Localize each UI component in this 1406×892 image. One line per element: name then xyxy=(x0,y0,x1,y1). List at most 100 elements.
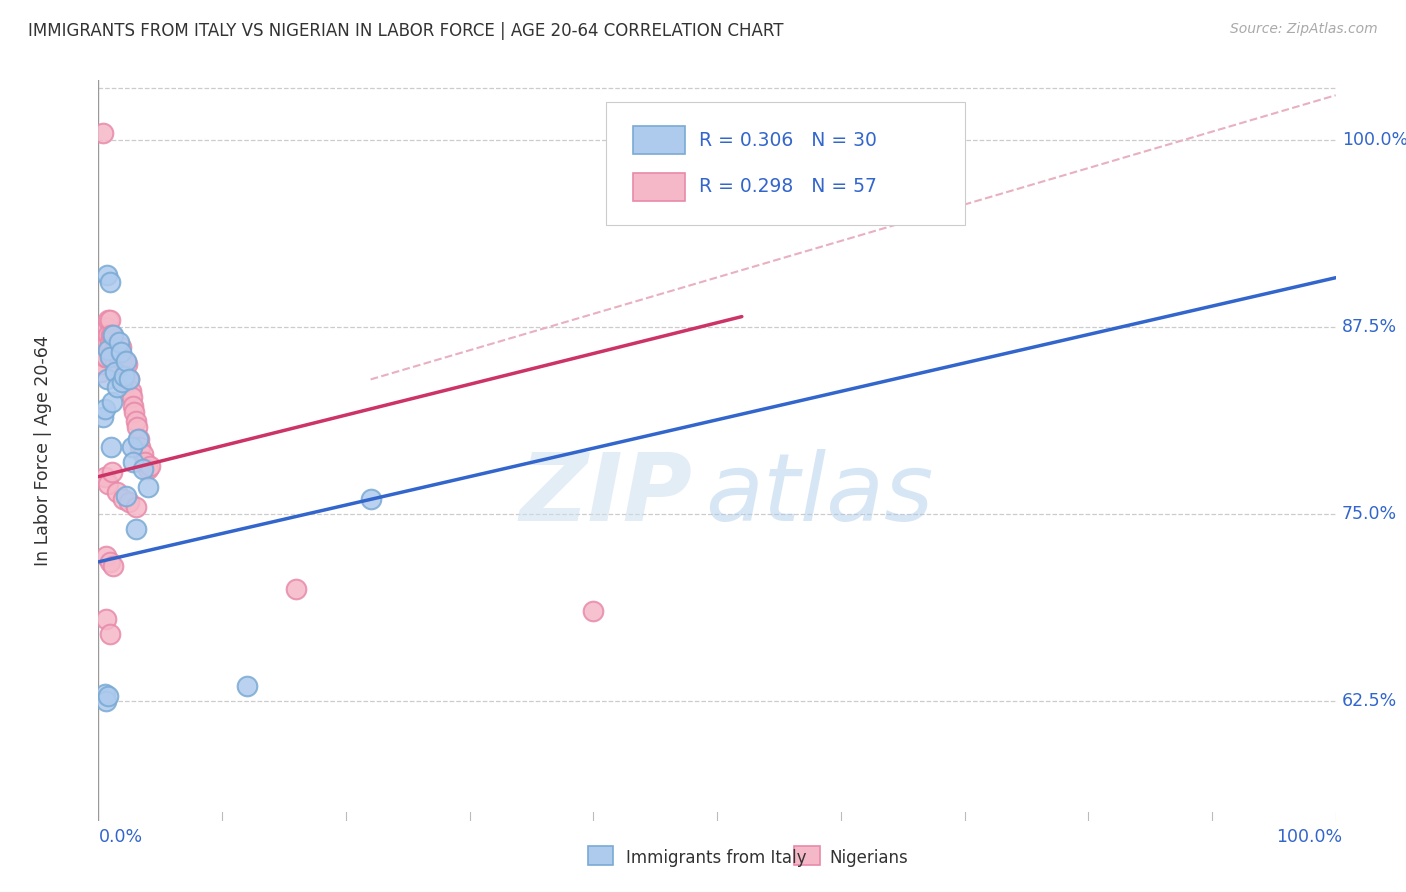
Point xyxy=(103,365,125,379)
Point xyxy=(96,372,118,386)
Point xyxy=(134,455,156,469)
Point xyxy=(97,690,120,704)
Text: Nigerians: Nigerians xyxy=(830,849,908,867)
Point xyxy=(360,491,382,506)
Text: 75.0%: 75.0% xyxy=(1341,505,1398,523)
Point xyxy=(93,469,115,483)
Point xyxy=(93,686,115,700)
Point xyxy=(100,440,122,454)
Bar xyxy=(633,173,685,201)
Bar xyxy=(588,846,613,865)
Point xyxy=(100,327,122,342)
Point xyxy=(112,354,135,368)
Point xyxy=(98,555,121,569)
Point xyxy=(124,500,146,514)
Point xyxy=(117,376,139,390)
Text: 62.5%: 62.5% xyxy=(1341,692,1398,710)
Point xyxy=(114,354,136,368)
Point xyxy=(120,384,142,399)
Point xyxy=(91,358,114,372)
Point xyxy=(96,334,118,349)
Point xyxy=(136,480,159,494)
Point xyxy=(118,372,141,386)
Point xyxy=(105,347,128,361)
Text: 0.0%: 0.0% xyxy=(98,828,142,846)
Text: R = 0.306   N = 30: R = 0.306 N = 30 xyxy=(699,131,876,150)
Point xyxy=(98,334,121,349)
Point xyxy=(97,477,120,491)
Point xyxy=(121,390,143,404)
Point xyxy=(110,339,132,353)
Point xyxy=(124,405,146,419)
Point xyxy=(132,447,155,461)
Point xyxy=(112,369,135,384)
Text: 87.5%: 87.5% xyxy=(1341,318,1398,336)
Point xyxy=(93,343,115,357)
Point xyxy=(103,339,125,353)
Point xyxy=(108,334,131,349)
Bar xyxy=(633,126,685,154)
Point xyxy=(112,376,135,390)
Point xyxy=(93,350,115,364)
Point xyxy=(93,126,115,140)
Point xyxy=(105,380,128,394)
Point xyxy=(122,455,145,469)
Text: IMMIGRANTS FROM ITALY VS NIGERIAN IN LABOR FORCE | AGE 20-64 CORRELATION CHART: IMMIGRANTS FROM ITALY VS NIGERIAN IN LAB… xyxy=(28,22,783,40)
Point xyxy=(103,327,125,342)
Point xyxy=(101,465,124,479)
Text: atlas: atlas xyxy=(704,450,934,541)
Point xyxy=(94,350,117,364)
Point xyxy=(124,414,146,428)
Point xyxy=(107,360,129,375)
Point xyxy=(111,350,134,364)
Point xyxy=(94,694,117,708)
Point xyxy=(98,350,121,364)
Point xyxy=(112,491,135,506)
Bar xyxy=(794,846,820,865)
Text: 100.0%: 100.0% xyxy=(1341,131,1406,149)
Point xyxy=(96,268,118,282)
Point xyxy=(101,395,124,409)
Point xyxy=(93,409,115,424)
Point xyxy=(114,369,136,384)
Point xyxy=(118,495,141,509)
Point xyxy=(125,420,148,434)
Point xyxy=(100,350,122,364)
Point xyxy=(139,459,162,474)
Point xyxy=(94,549,117,563)
Text: Source: ZipAtlas.com: Source: ZipAtlas.com xyxy=(1230,22,1378,37)
Text: Immigrants from Italy: Immigrants from Italy xyxy=(626,849,806,867)
Point xyxy=(285,582,308,596)
Point xyxy=(128,432,150,446)
Point xyxy=(124,522,146,536)
Text: 100.0%: 100.0% xyxy=(1275,828,1341,846)
Point xyxy=(98,275,121,289)
Point xyxy=(93,402,115,417)
Point xyxy=(582,604,605,618)
Point xyxy=(108,350,131,364)
Point xyxy=(105,484,128,499)
Point xyxy=(114,489,136,503)
Point xyxy=(96,320,118,334)
Point xyxy=(103,354,125,368)
Point xyxy=(97,312,120,326)
Point xyxy=(103,559,125,574)
Point xyxy=(136,462,159,476)
Point xyxy=(118,372,141,386)
Point xyxy=(129,440,152,454)
Text: R = 0.298   N = 57: R = 0.298 N = 57 xyxy=(699,178,876,196)
FancyBboxPatch shape xyxy=(606,103,965,225)
Point xyxy=(93,327,115,342)
Point xyxy=(236,679,259,693)
Point xyxy=(90,365,112,379)
Point xyxy=(122,400,145,414)
Point xyxy=(121,440,143,454)
Point xyxy=(110,345,132,359)
Point xyxy=(111,376,134,390)
Point xyxy=(97,343,120,357)
Point xyxy=(115,358,138,372)
Point xyxy=(103,345,125,359)
Point xyxy=(98,312,121,326)
Text: ZIP: ZIP xyxy=(519,449,692,541)
Point xyxy=(132,462,155,476)
